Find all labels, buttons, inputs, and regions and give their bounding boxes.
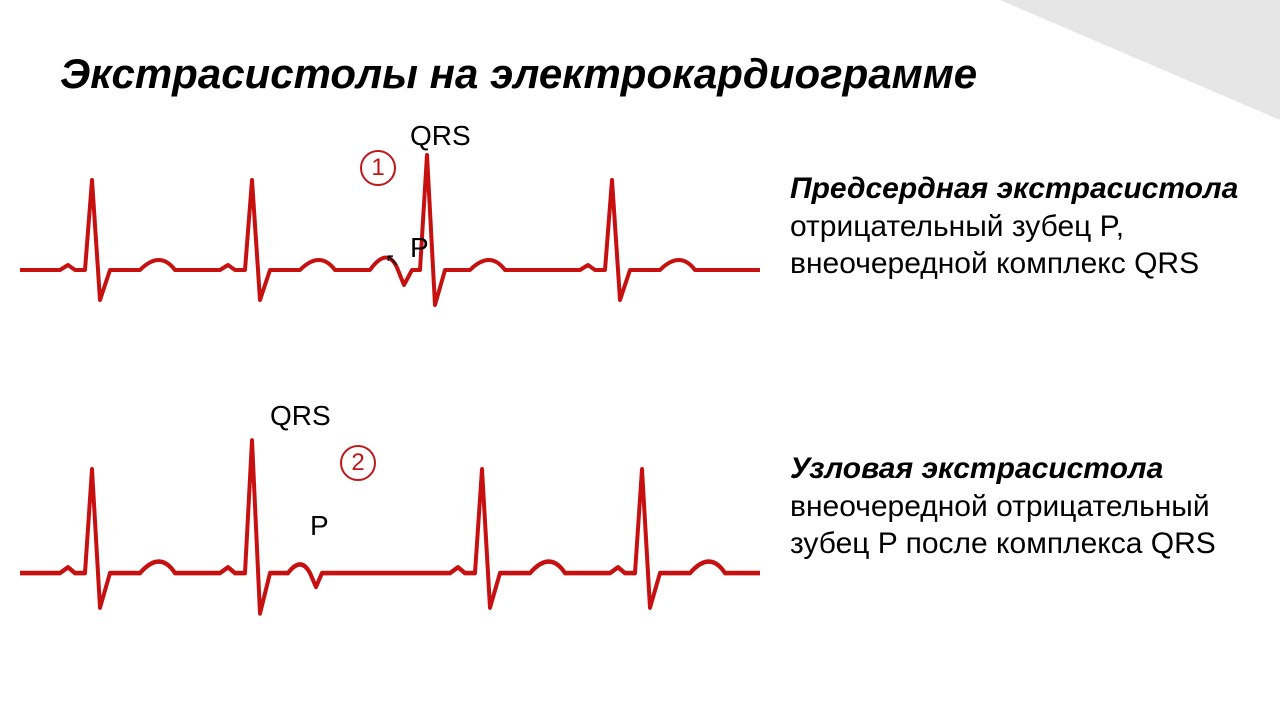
badge-1-number: 1: [371, 154, 384, 182]
ecg-trace-1: 1 QRS P ↖: [20, 120, 760, 380]
desc-1-body: отрицательный зубец P, внеочередной комп…: [790, 210, 1199, 281]
desc-2-title: Узловая экстрасистола: [790, 452, 1163, 485]
badge-2: 2: [340, 445, 376, 481]
badge-2-number: 2: [351, 449, 364, 477]
badge-1: 1: [360, 150, 396, 186]
corner-decoration: [1000, 0, 1280, 120]
p-label-1: P: [410, 232, 429, 264]
p-label-2: P: [310, 510, 329, 542]
cursor-icon: ↖: [385, 250, 400, 271]
qrs-label-2: QRS: [270, 400, 331, 432]
desc-1-title: Предсердная экстрасистола: [790, 172, 1238, 205]
ecg-row-2: 2 QRS P Узловая экстрасистола внеочередн…: [20, 400, 1260, 700]
qrs-label-1: QRS: [410, 120, 471, 152]
ecg-trace-2: 2 QRS P: [20, 400, 760, 700]
ecg-row-1: 1 QRS P ↖ Предсердная экстрасистола отри…: [20, 120, 1260, 380]
description-1: Предсердная экстрасистола отрицательный …: [790, 170, 1260, 283]
description-2: Узловая экстрасистола внеочередной отриц…: [790, 450, 1260, 563]
desc-2-body: внеочередной отрицательный зубец P после…: [790, 490, 1216, 561]
page-title: Экстрасистолы на электрокардиограмме: [60, 50, 977, 98]
